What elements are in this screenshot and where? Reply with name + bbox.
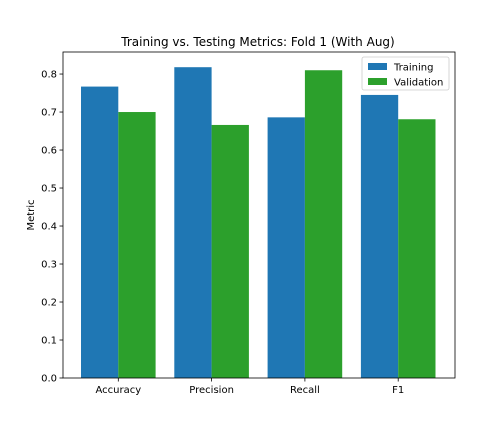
legend-label-validation: Validation [394,78,443,89]
y-tick-label: 0.4 [41,222,57,233]
y-tick-label: 0.1 [41,336,57,347]
bars-layer [81,67,436,379]
legend: Training Validation [361,56,450,91]
y-tick-label: 0.7 [41,108,57,119]
bar-validation-precision [211,124,249,378]
bar-training-accuracy [81,86,119,378]
y-tick-label: 0.6 [41,146,57,157]
y-tick-label: 0.8 [41,70,57,81]
bar-training-f1 [360,94,399,379]
bar-validation-f1 [398,119,436,378]
y-tick-label: 0.0 [41,374,57,385]
ticks-layer: Accuracy Precision Recall F1 0.0 0.1 0.2 0.3 0.4… [41,70,404,396]
x-tick-label: Recall [290,385,320,396]
legend-swatch-training [368,63,387,70]
bar-training-recall [267,117,305,378]
legend-swatch-validation [368,78,387,85]
legend-label-training: Training [393,63,433,74]
x-tick-label: Accuracy [95,385,141,396]
y-axis-label: Metric [26,199,37,230]
y-tick-label: 0.5 [41,184,57,195]
chart-title: Training vs. Testing Metrics: Fold 1 (Wi… [120,35,394,49]
x-tick-label: F1 [392,385,404,396]
bar-training-precision [174,67,212,378]
plot-frame [62,51,456,379]
bar-validation-recall [304,70,343,379]
axes-layer [62,51,456,379]
y-tick-label: 0.3 [41,260,57,271]
x-tick-label: Precision [189,385,234,396]
bar-validation-accuracy [118,112,156,378]
y-tick-label: 0.2 [41,298,57,309]
